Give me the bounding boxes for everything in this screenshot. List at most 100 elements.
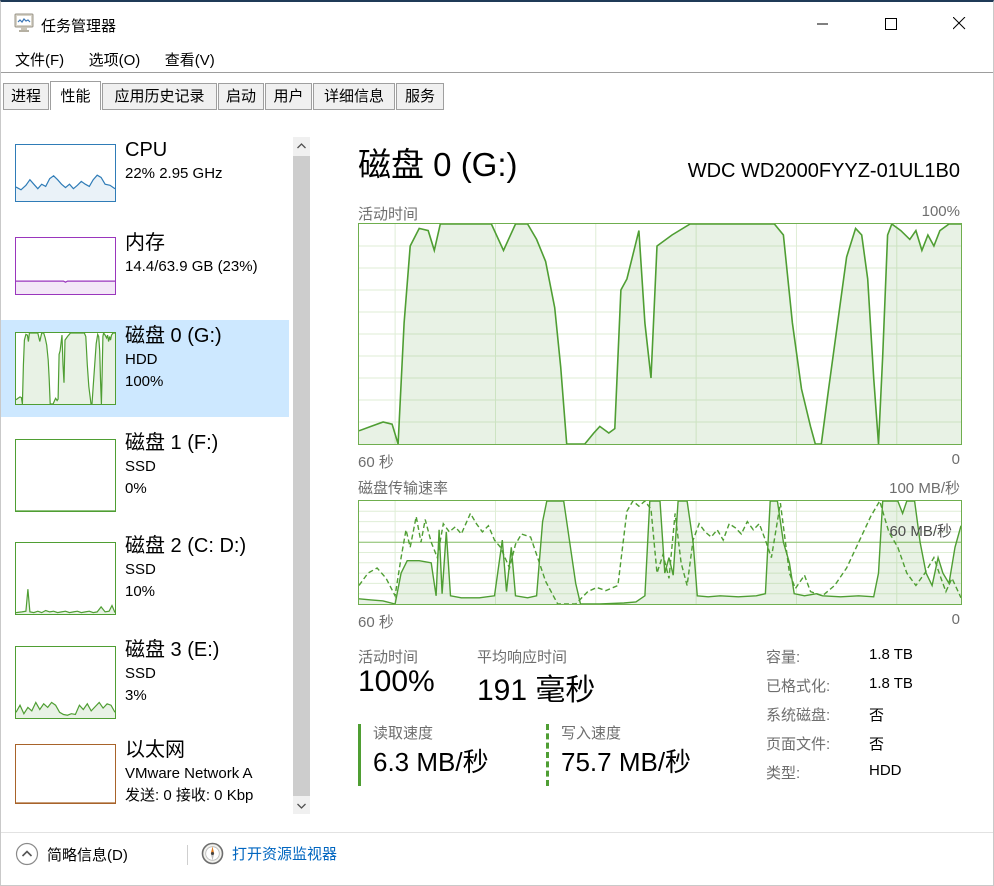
disk3-thumbnail <box>15 646 116 719</box>
disk1-thumbnail <box>15 439 116 512</box>
collapse-circle-icon <box>15 842 39 866</box>
page-title: 磁盘 0 (G:) <box>358 146 518 183</box>
disk1-title: 磁盘 1 (F:) <box>125 432 219 454</box>
minimize-button[interactable] <box>789 2 857 45</box>
formatted-label: 已格式化: <box>766 678 831 695</box>
disk0-usage: 100% <box>125 373 164 390</box>
write-speed-value: 75.7 MB/秒 <box>561 747 692 777</box>
sidebar-item-disk3[interactable]: 磁盘 3 (E:) SSD 3% <box>1 634 289 731</box>
sidebar-scrollbar[interactable] <box>293 137 310 814</box>
disk2-type: SSD <box>125 561 156 578</box>
chart2-max-label: 100 MB/秒 <box>889 480 960 497</box>
disk0-label-block: 磁盘 0 (G:) HDD 100% <box>125 323 287 393</box>
disk0-thumbnail <box>15 332 116 405</box>
scrollbar-thumb[interactable] <box>293 156 310 796</box>
disk1-type: SSD <box>125 458 156 475</box>
chart2-60mb-gridline-label: 60 MB/秒 <box>889 523 952 540</box>
system-disk-label: 系统磁盘: <box>766 707 831 724</box>
page-file-label: 页面文件: <box>766 736 831 753</box>
transfer-rate-chart <box>358 500 962 605</box>
disk1-label-block: 磁盘 1 (F:) SSD 0% <box>125 430 287 500</box>
tab-processes[interactable]: 进程 <box>3 83 49 110</box>
open-resource-monitor-label: 打开资源监视器 <box>232 846 338 863</box>
tab-app-history[interactable]: 应用历史记录 <box>102 83 217 110</box>
minimize-icon <box>817 23 828 24</box>
memory-label-block: 内存 14.4/63.9 GB (23%) <box>125 230 287 278</box>
chart2-xaxis-right: 0 <box>951 611 960 628</box>
tab-users[interactable]: 用户 <box>265 83 312 110</box>
capacity-label: 容量: <box>766 649 801 666</box>
tab-strip: 进程 性能 应用历史记录 启动 用户 详细信息 服务 <box>1 73 993 110</box>
tab-performance[interactable]: 性能 <box>50 81 101 110</box>
avg-response-stat-value: 191 毫秒 <box>477 674 596 707</box>
sidebar-item-ethernet[interactable]: 以太网 VMware Network A 发送: 0 接收: 0 Kbp <box>1 737 289 819</box>
sidebar-item-cpu[interactable]: CPU 22% 2.95 GHz <box>1 137 289 221</box>
chart2-label: 磁盘传输速率 <box>358 480 449 497</box>
cpu-title: CPU <box>125 139 168 161</box>
title-bar: 任务管理器 <box>1 2 993 45</box>
page-file-value: 否 <box>869 736 885 753</box>
fewer-details-button[interactable]: 简略信息(D) <box>15 842 128 866</box>
chart2-xaxis-left: 60 秒 <box>358 614 394 631</box>
active-time-chart <box>358 223 962 445</box>
disk3-title: 磁盘 3 (E:) <box>125 639 220 661</box>
chevron-down-icon <box>297 803 306 809</box>
sidebar-item-disk0[interactable]: 磁盘 0 (G:) HDD 100% <box>1 320 289 417</box>
formatted-value: 1.8 TB <box>869 675 913 692</box>
scrollbar-down-button[interactable] <box>293 797 310 814</box>
maximize-icon <box>885 17 897 30</box>
disk2-title: 磁盘 2 (C: D:) <box>125 535 247 557</box>
disk-type-value: HDD <box>869 762 902 779</box>
memory-usage-text: 14.4/63.9 GB (23%) <box>125 258 258 275</box>
close-icon <box>952 17 965 30</box>
chart1-xaxis-left: 60 秒 <box>358 454 394 471</box>
window-title: 任务管理器 <box>41 18 117 35</box>
chart1-xaxis-right: 0 <box>951 451 960 468</box>
active-time-stat-label: 活动时间 <box>358 649 419 666</box>
menu-options[interactable]: 选项(O) <box>88 52 141 69</box>
sidebar-item-memory[interactable]: 内存 14.4/63.9 GB (23%) <box>1 230 289 314</box>
chart1-max-label: 100% <box>921 203 960 220</box>
disk0-title: 磁盘 0 (G:) <box>125 325 222 347</box>
menu-view[interactable]: 查看(V) <box>164 52 215 69</box>
ethernet-title: 以太网 <box>125 739 185 761</box>
tab-details[interactable]: 详细信息 <box>313 83 395 110</box>
cpu-thumbnail <box>15 144 116 202</box>
write-speed-block: 写入速度 75.7 MB/秒 <box>546 724 691 786</box>
disk-model: WDC WD2000FYYZ-01UL1B0 <box>687 160 960 182</box>
footer-divider <box>187 845 188 865</box>
disk0-type: HDD <box>125 351 158 368</box>
write-speed-label: 写入速度 <box>561 725 622 742</box>
memory-title: 内存 <box>125 232 165 254</box>
resource-monitor-icon <box>201 842 224 865</box>
ethernet-label-block: 以太网 VMware Network A 发送: 0 接收: 0 Kbp <box>125 737 287 807</box>
disk2-usage: 10% <box>125 583 156 600</box>
ethernet-traffic: 发送: 0 接收: 0 Kbp <box>125 787 254 804</box>
read-speed-block: 读取速度 6.3 MB/秒 <box>358 724 489 786</box>
menu-file[interactable]: 文件(F) <box>15 52 65 69</box>
disk3-label-block: 磁盘 3 (E:) SSD 3% <box>125 637 287 707</box>
sidebar-item-disk1[interactable]: 磁盘 1 (F:) SSD 0% <box>1 427 289 524</box>
footer-separator <box>1 832 993 833</box>
read-speed-value: 6.3 MB/秒 <box>373 747 489 777</box>
open-resource-monitor-link[interactable]: 打开资源监视器 <box>201 842 337 865</box>
scrollbar-up-button[interactable] <box>293 137 310 154</box>
fewer-details-label: 简略信息(D) <box>47 846 128 864</box>
active-time-stat-value: 100% <box>358 665 435 698</box>
app-icon <box>14 13 34 32</box>
ethernet-thumbnail <box>15 744 116 804</box>
memory-thumbnail <box>15 237 116 295</box>
maximize-button[interactable] <box>857 2 925 45</box>
close-button[interactable] <box>925 2 993 45</box>
tab-startup[interactable]: 启动 <box>218 83 264 110</box>
chevron-up-icon <box>297 142 306 148</box>
disk1-usage: 0% <box>125 480 147 497</box>
menu-bar: 文件(F) 选项(O) 查看(V) <box>1 45 993 73</box>
avg-response-stat-label: 平均响应时间 <box>477 649 568 666</box>
sidebar-item-disk2[interactable]: 磁盘 2 (C: D:) SSD 10% <box>1 530 289 627</box>
system-disk-value: 否 <box>869 707 885 724</box>
tab-services[interactable]: 服务 <box>396 83 444 110</box>
capacity-value: 1.8 TB <box>869 646 913 663</box>
chart1-label: 活动时间 <box>358 206 419 223</box>
